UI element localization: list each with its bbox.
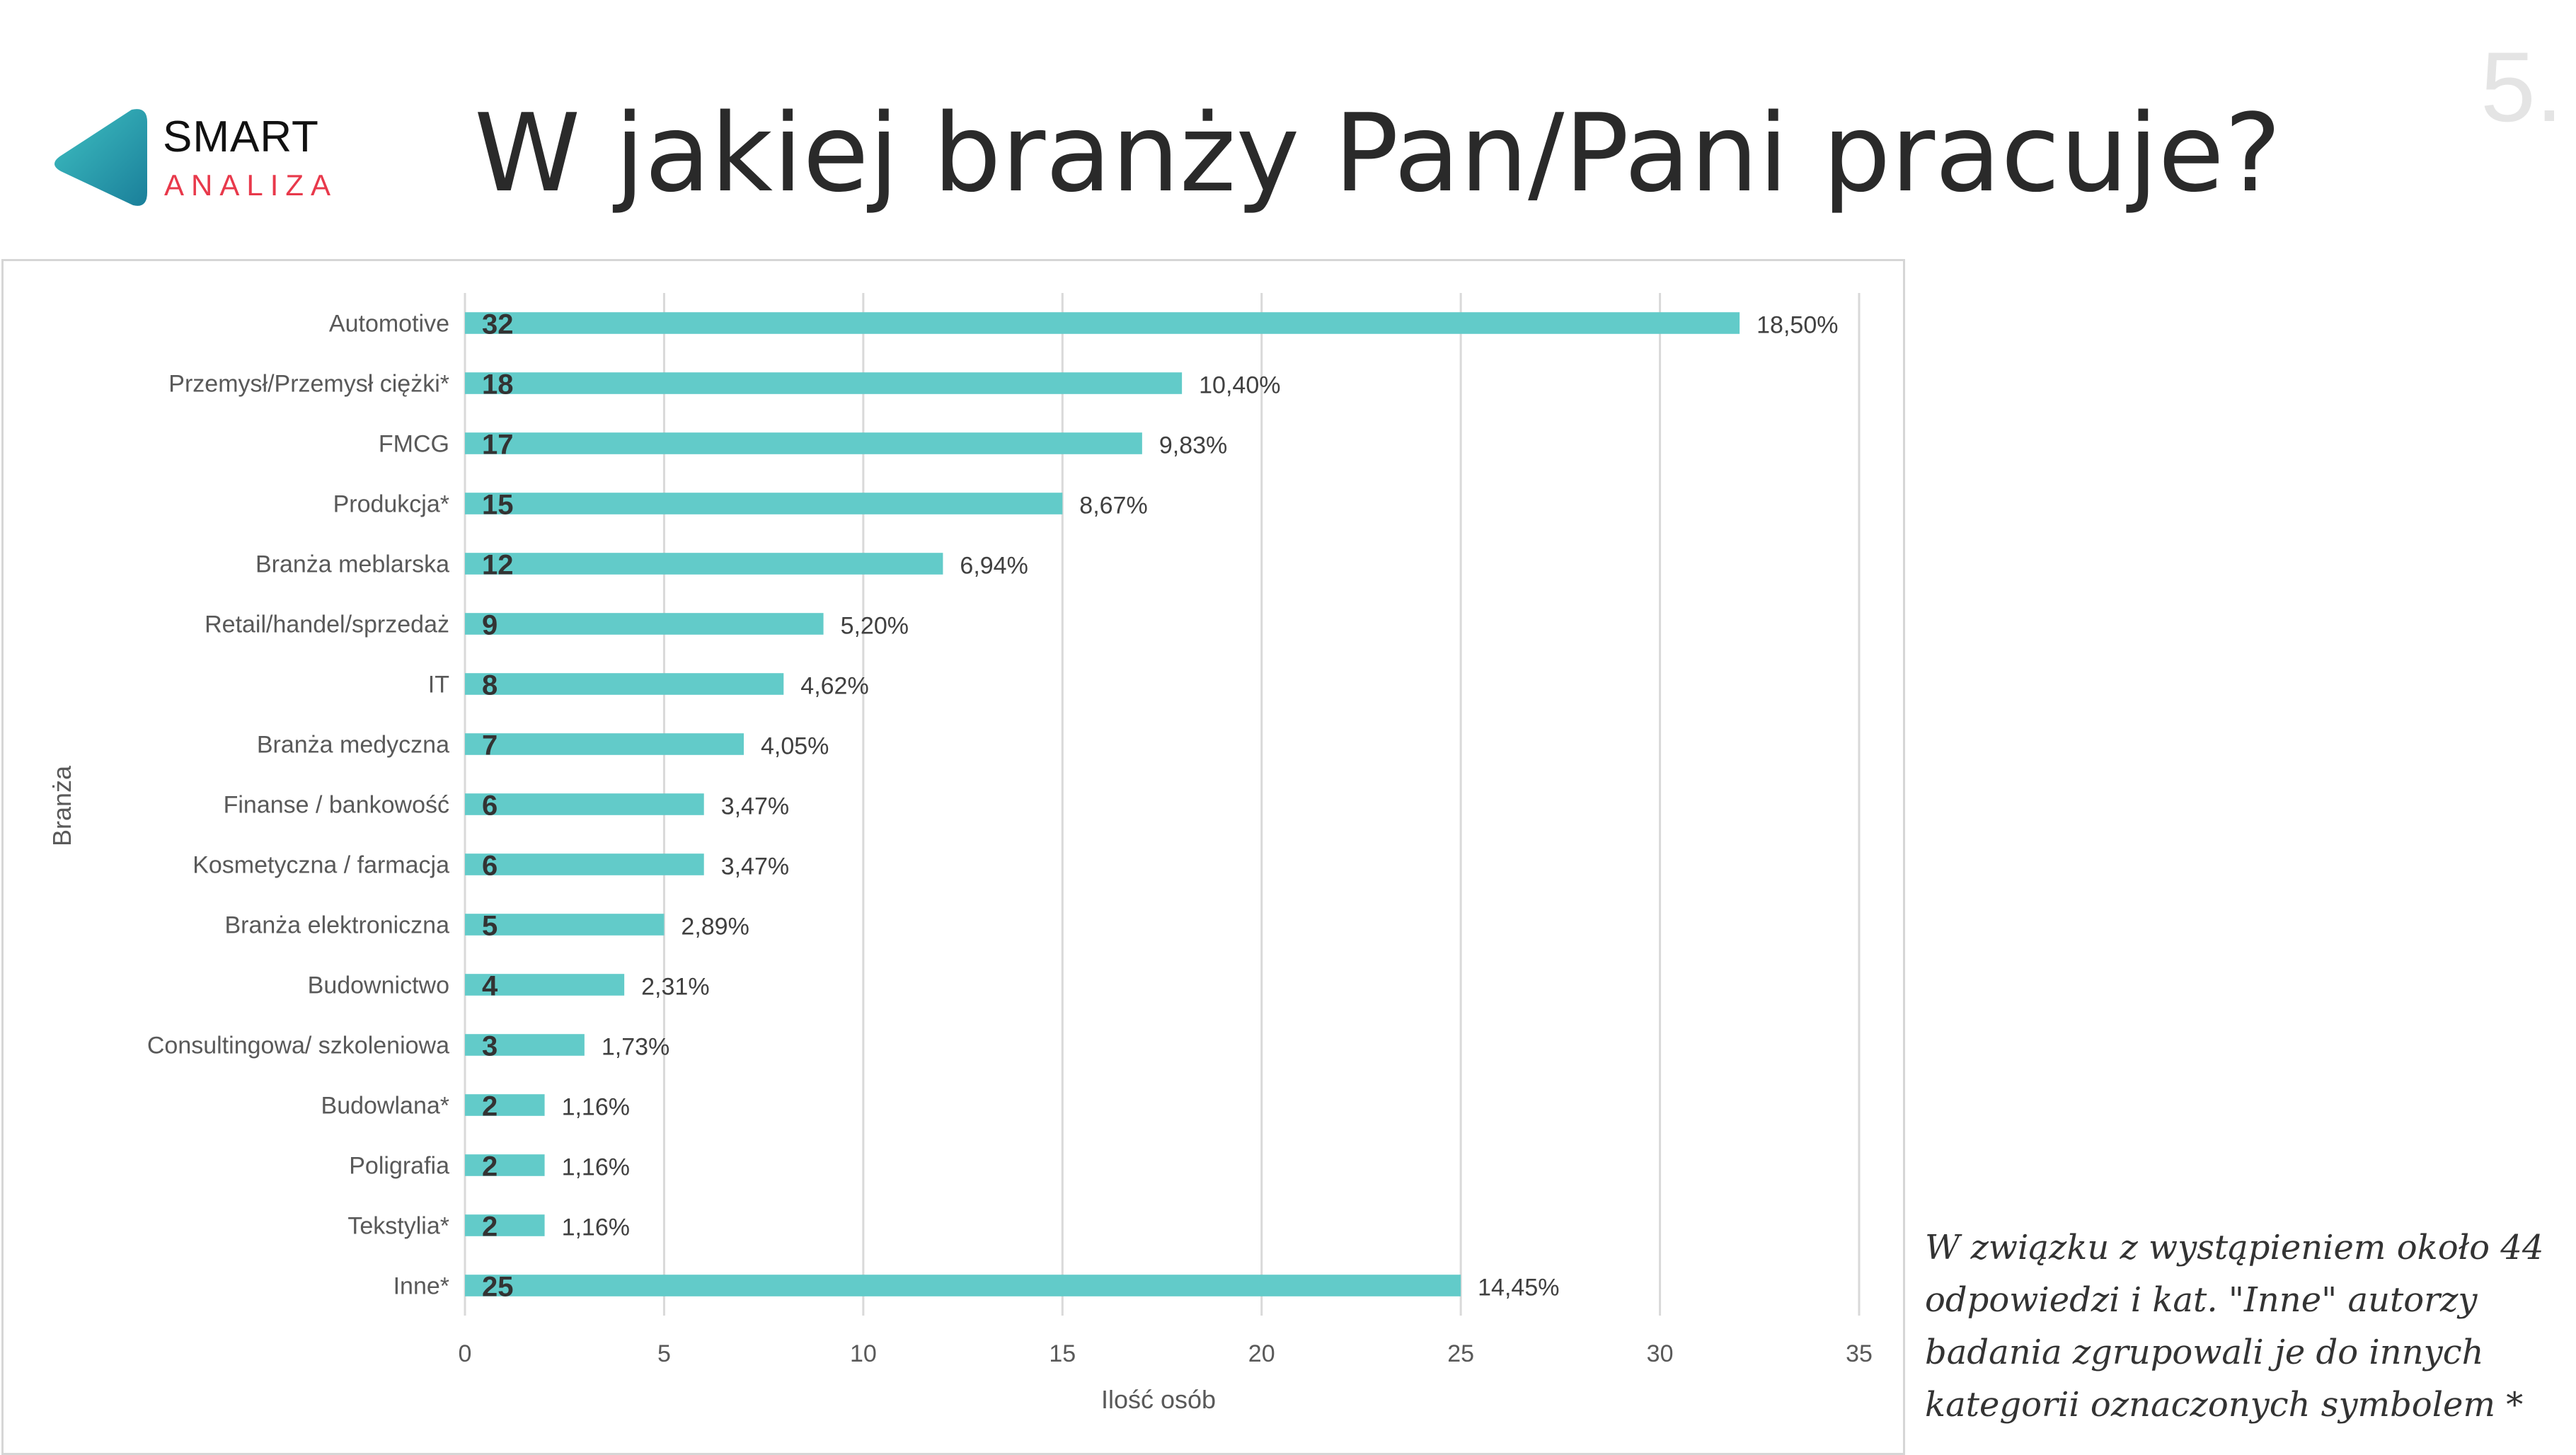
value-label: 15 bbox=[482, 490, 514, 521]
percent-label: 10,40% bbox=[1199, 372, 1280, 399]
bar bbox=[465, 853, 704, 875]
value-label: 18 bbox=[482, 369, 514, 401]
percent-label: 1,16% bbox=[562, 1214, 630, 1241]
bar bbox=[465, 673, 784, 695]
category-label: Budownictwo bbox=[308, 972, 449, 999]
category-label: Budowlana* bbox=[321, 1093, 449, 1120]
value-label: 7 bbox=[482, 730, 498, 761]
percent-label: 2,31% bbox=[641, 974, 709, 1001]
percent-label: 2,89% bbox=[681, 914, 749, 941]
bar bbox=[465, 793, 704, 815]
percent-label: 6,94% bbox=[960, 553, 1028, 580]
bar bbox=[465, 372, 1183, 394]
x-tick-label: 20 bbox=[1248, 1340, 1275, 1367]
footnote: W związku z wystąpieniem około 44 odpowi… bbox=[1925, 1228, 2544, 1425]
percent-label: 14,45% bbox=[1478, 1275, 1559, 1301]
grid-layer bbox=[464, 293, 1861, 1316]
bar bbox=[465, 493, 1063, 514]
brand-name: SMART bbox=[163, 113, 319, 161]
chart-frame: 0 5 10 15 20 25 30 35 Automotive 32 18,50% Przemysł… bbox=[1, 259, 1905, 1455]
category-label: Inne* bbox=[393, 1273, 449, 1300]
x-tick-label: 30 bbox=[1647, 1340, 1674, 1367]
percent-label: 4,62% bbox=[800, 673, 868, 700]
brand-logo: SMART ANALIZA bbox=[48, 106, 345, 212]
value-label: 32 bbox=[482, 309, 514, 340]
category-label: Retail/handel/sprzedaż bbox=[205, 611, 449, 638]
category-label: Branża elektroniczna bbox=[224, 912, 449, 939]
percent-label: 18,50% bbox=[1756, 312, 1838, 339]
x-tick-label: 10 bbox=[850, 1340, 877, 1367]
brand-subname: ANALIZA bbox=[164, 168, 338, 202]
percent-label: 1,16% bbox=[562, 1094, 630, 1121]
category-label: Tekstylia* bbox=[347, 1213, 449, 1240]
category-label: Produkcja* bbox=[333, 491, 449, 518]
category-label: FMCG bbox=[379, 431, 449, 458]
x-axis-title: Ilość osób bbox=[1101, 1385, 1216, 1414]
bar bbox=[465, 1214, 545, 1236]
bar bbox=[465, 432, 1142, 454]
value-label: 8 bbox=[482, 670, 498, 701]
percent-label: 1,73% bbox=[602, 1034, 669, 1061]
bar bbox=[465, 613, 824, 635]
percent-label: 8,67% bbox=[1079, 493, 1147, 519]
x-tick-label: 5 bbox=[657, 1340, 671, 1367]
x-tick-label: 35 bbox=[1846, 1340, 1873, 1367]
bar bbox=[465, 974, 625, 996]
category-label: Przemysł/Przemysł ciężki* bbox=[168, 371, 449, 398]
percent-label: 1,16% bbox=[562, 1154, 630, 1181]
value-label: 25 bbox=[482, 1272, 514, 1303]
value-label: 12 bbox=[482, 550, 514, 581]
category-label: Consultingowa/ szkoleniowa bbox=[147, 1033, 449, 1059]
value-label: 3 bbox=[482, 1031, 498, 1062]
bar bbox=[465, 1275, 1461, 1296]
value-label: 9 bbox=[482, 610, 498, 641]
value-label: 2 bbox=[482, 1151, 498, 1183]
value-label: 6 bbox=[482, 790, 498, 822]
percent-label: 9,83% bbox=[1159, 432, 1227, 459]
percent-label: 3,47% bbox=[721, 793, 789, 820]
category-label: IT bbox=[428, 672, 449, 698]
bar bbox=[465, 312, 1740, 334]
bar bbox=[465, 553, 943, 575]
category-label: Branża medyczna bbox=[257, 732, 449, 759]
bar bbox=[465, 733, 744, 755]
x-tick-label: 15 bbox=[1049, 1340, 1076, 1367]
value-label: 5 bbox=[482, 911, 498, 942]
value-label: 17 bbox=[482, 430, 514, 461]
logo-mark-icon bbox=[54, 109, 147, 206]
category-label: Kosmetyczna / farmacja bbox=[192, 852, 449, 879]
percent-label: 4,05% bbox=[761, 733, 829, 760]
percent-label: 3,47% bbox=[721, 853, 789, 880]
value-label: 2 bbox=[482, 1212, 498, 1243]
bar bbox=[465, 914, 665, 936]
category-label: Automotive bbox=[329, 311, 449, 338]
bar bbox=[465, 1094, 545, 1116]
value-label: 6 bbox=[482, 851, 498, 882]
x-tick-label: 25 bbox=[1447, 1340, 1474, 1367]
page-title: W jakiej branży Pan/Pani pracuje? bbox=[474, 91, 2282, 216]
percent-label: 5,20% bbox=[841, 613, 909, 640]
bar-layer bbox=[465, 312, 1740, 1296]
bar bbox=[465, 1034, 585, 1056]
page-number: 5. bbox=[2480, 31, 2563, 142]
value-label: 2 bbox=[482, 1091, 498, 1122]
y-axis-title: Branża bbox=[47, 765, 76, 846]
x-tick-label: 0 bbox=[459, 1340, 472, 1367]
value-label: 4 bbox=[482, 971, 498, 1002]
bar bbox=[465, 1154, 545, 1176]
category-label: Poligrafia bbox=[349, 1153, 449, 1180]
category-label: Finanse / bankowość bbox=[224, 792, 449, 819]
category-label: Branża meblarska bbox=[255, 551, 449, 578]
